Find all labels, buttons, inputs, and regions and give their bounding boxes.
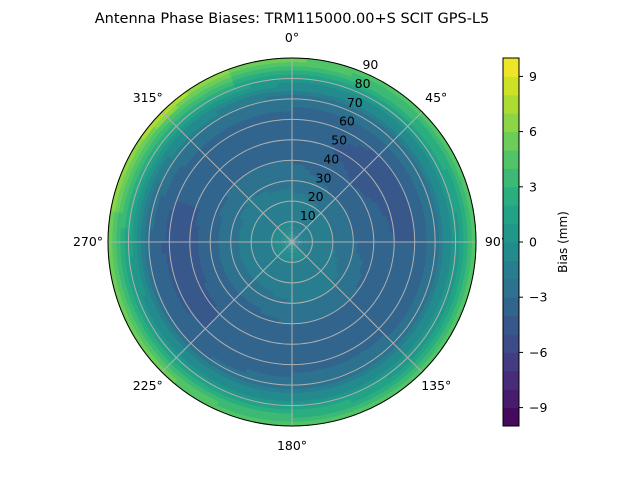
colorbar-level bbox=[503, 76, 519, 95]
colorbar-level bbox=[503, 334, 519, 353]
colorbar-level bbox=[503, 58, 519, 77]
colorbar-tick-label: 6 bbox=[529, 124, 537, 139]
colorbar-tick-label: 9 bbox=[529, 69, 537, 84]
radial-tick-label: 60 bbox=[339, 114, 355, 129]
angle-tick-label: 225° bbox=[133, 378, 163, 393]
colorbar: −9 −6 −3 0 3 6 9 bbox=[503, 58, 547, 427]
colorbar-level bbox=[503, 279, 519, 298]
colorbar-tick-label: 3 bbox=[529, 179, 537, 194]
colorbar-level bbox=[503, 168, 519, 187]
colorbar-level bbox=[503, 150, 519, 169]
angle-tick-label: 0° bbox=[285, 30, 299, 45]
angle-tick-label: 180° bbox=[277, 438, 307, 453]
colorbar-level bbox=[503, 371, 519, 390]
colorbar-level bbox=[503, 224, 519, 243]
colorbar-label: Bias (mm) bbox=[556, 211, 570, 273]
colorbar-level bbox=[503, 205, 519, 224]
angle-tick-label: 45° bbox=[425, 90, 447, 105]
colorbar-tick-label: −3 bbox=[529, 290, 547, 305]
colorbar-level bbox=[503, 408, 519, 427]
colorbar-level bbox=[503, 113, 519, 132]
radial-tick-label: 90 bbox=[362, 57, 378, 72]
radial-tick-label: 20 bbox=[308, 189, 324, 204]
colorbar-level bbox=[503, 242, 519, 261]
colorbar-level bbox=[503, 389, 519, 408]
radial-tick-label: 50 bbox=[331, 133, 347, 148]
angle-tick-label: 270° bbox=[73, 234, 103, 249]
colorbar-level bbox=[503, 297, 519, 316]
colorbar-level bbox=[503, 316, 519, 335]
polar-grid bbox=[108, 58, 476, 426]
colorbar-level bbox=[503, 95, 519, 114]
angle-tick-label: 135° bbox=[421, 378, 451, 393]
radial-tick-label: 10 bbox=[300, 208, 316, 223]
radial-tick-label: 70 bbox=[347, 95, 363, 110]
radial-tick-label: 30 bbox=[316, 170, 332, 185]
colorbar-level bbox=[503, 187, 519, 206]
colorbar-level bbox=[503, 260, 519, 279]
colorbar-tick-label: −9 bbox=[529, 400, 547, 415]
colorbar-tick-label: −6 bbox=[529, 345, 547, 360]
radial-tick-label: 40 bbox=[323, 151, 339, 166]
colorbar-tick-label: 0 bbox=[529, 235, 537, 250]
radial-tick-label: 80 bbox=[355, 76, 371, 91]
colorbar-level bbox=[503, 352, 519, 371]
colorbar-level bbox=[503, 132, 519, 151]
angle-tick-label: 315° bbox=[133, 90, 163, 105]
chart-title: Antenna Phase Biases: TRM115000.00+S SCI… bbox=[95, 11, 490, 27]
